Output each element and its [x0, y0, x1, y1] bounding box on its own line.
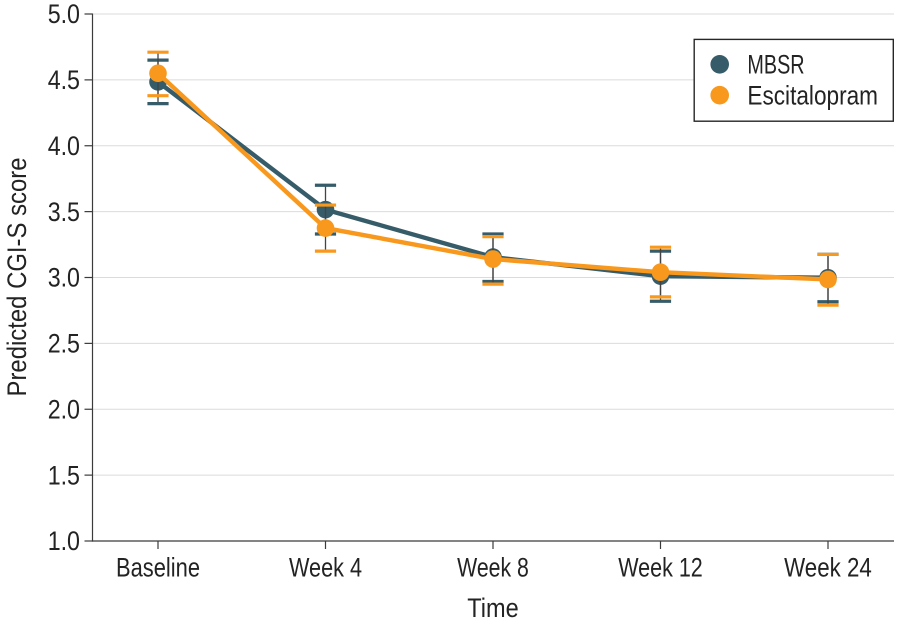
svg-text:2.5: 2.5 — [48, 329, 80, 359]
svg-text:2.0: 2.0 — [48, 394, 80, 424]
svg-text:Escitalopram: Escitalopram — [747, 80, 878, 110]
svg-text:4.5: 4.5 — [48, 65, 80, 95]
svg-text:1.0: 1.0 — [48, 526, 80, 556]
svg-text:3.5: 3.5 — [48, 197, 80, 227]
svg-text:5.0: 5.0 — [48, 0, 80, 29]
svg-text:1.5: 1.5 — [48, 460, 80, 490]
svg-text:3.0: 3.0 — [48, 263, 80, 293]
svg-text:Week 12: Week 12 — [618, 553, 703, 583]
svg-text:Week 24: Week 24 — [784, 553, 872, 583]
svg-text:Week 8: Week 8 — [457, 553, 529, 583]
svg-text:MBSR: MBSR — [747, 49, 804, 79]
svg-text:Week 4: Week 4 — [289, 553, 362, 583]
svg-text:Predicted CGI-S score: Predicted CGI-S score — [2, 157, 32, 396]
svg-text:Time: Time — [467, 593, 518, 623]
svg-text:4.0: 4.0 — [48, 131, 80, 161]
svg-text:Baseline: Baseline — [116, 553, 200, 583]
